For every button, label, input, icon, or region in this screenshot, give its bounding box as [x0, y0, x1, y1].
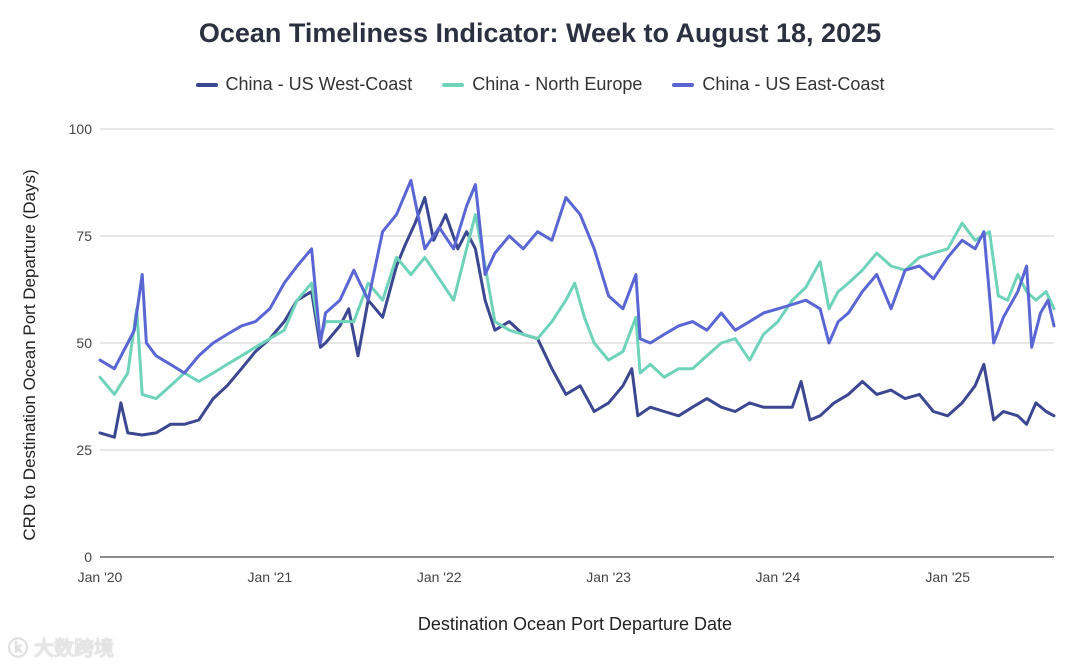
y-axis-ticks: 0 25 50 75 100 [69, 121, 93, 565]
legend-item-us-east[interactable]: China - US East-Coast [672, 74, 884, 95]
y-tick-label: 50 [76, 335, 92, 351]
watermark-logo-icon: ⓚ [8, 638, 28, 660]
x-tick-label: Jan '21 [247, 569, 292, 585]
watermark-text: 大数跨境 [34, 638, 114, 660]
series-line-1[interactable] [98, 213, 1056, 401]
watermark: ⓚ 大数跨境 [8, 632, 114, 661]
y-tick-label: 25 [76, 442, 92, 458]
legend-label-us-west: China - US West-Coast [225, 74, 413, 94]
legend-label-us-east: China - US East-Coast [702, 74, 885, 94]
y-axis-label: CRD to Destination Ocean Port Departure … [20, 169, 39, 541]
x-tick-label: Jan '20 [78, 569, 123, 585]
legend-swatch-north-europe [442, 82, 465, 87]
x-tick-label: Jan '25 [925, 569, 970, 585]
legend-item-north-europe[interactable]: China - North Europe [442, 74, 642, 95]
legend-swatch-us-west [195, 82, 218, 87]
series-lines [98, 178, 1056, 439]
legend-label-north-europe: China - North Europe [472, 74, 643, 94]
gridlines [100, 128, 1054, 558]
x-tick-label: Jan '23 [586, 569, 631, 585]
y-tick-label: 0 [84, 549, 92, 565]
x-axis-label: Destination Ocean Port Departure Date [417, 614, 733, 634]
x-tick-label: Jan '22 [417, 569, 462, 585]
series-line-2[interactable] [98, 178, 1056, 375]
legend-item-us-west[interactable]: China - US West-Coast [195, 74, 413, 95]
x-axis-ticks: Jan '20 Jan '21 Jan '22 Jan '23 Jan '24 Jan '… [78, 569, 971, 585]
legend: China - US West-Coast China - North Euro… [0, 74, 1080, 95]
series-line-0[interactable] [98, 196, 1056, 439]
y-tick-label: 100 [69, 121, 93, 137]
chart-title: Ocean Timeliness Indicator: Week to Augu… [198, 18, 882, 48]
y-tick-label: 75 [76, 228, 92, 244]
legend-swatch-us-east [672, 82, 695, 87]
x-tick-label: Jan '24 [756, 569, 801, 585]
